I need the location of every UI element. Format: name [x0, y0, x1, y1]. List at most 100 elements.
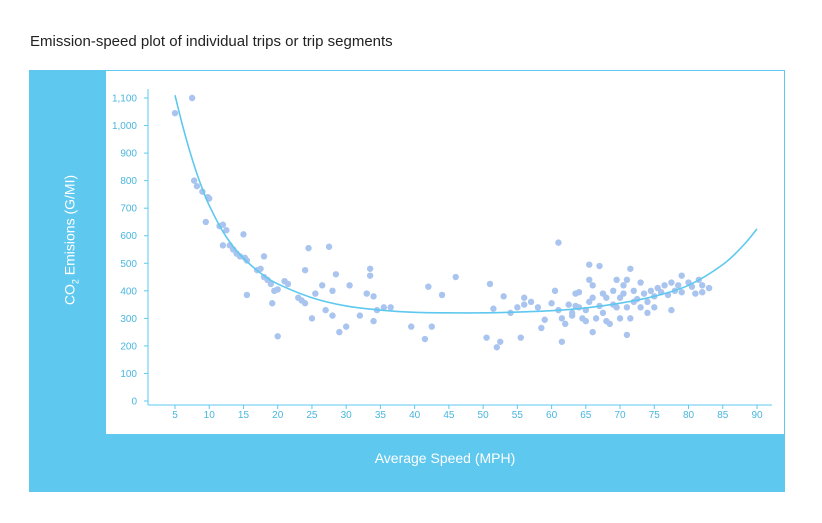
y-tick-label: 100 [120, 369, 137, 380]
data-point [305, 244, 312, 252]
data-point [538, 324, 545, 332]
data-point [613, 276, 620, 283]
data-point [267, 280, 275, 288]
data-point [500, 293, 507, 300]
chart-title: Emission-speed plot of individual trips … [30, 33, 393, 50]
data-point [558, 315, 566, 322]
x-tick-label: 10 [204, 410, 216, 421]
x-tick-label: 35 [375, 410, 387, 421]
data-point [342, 323, 350, 330]
data-point [637, 304, 644, 311]
y-tick-label: 200 [120, 341, 137, 352]
data-point [370, 293, 377, 300]
data-point [274, 286, 281, 293]
data-point [325, 243, 333, 250]
data-point [284, 280, 292, 288]
data-point [678, 288, 685, 296]
data-point [558, 338, 566, 345]
data-point [188, 94, 196, 102]
data-point [257, 265, 264, 272]
data-point [692, 290, 699, 297]
x-tick-label: 75 [649, 410, 661, 421]
data-point [661, 282, 668, 289]
data-point [541, 316, 548, 323]
data-point [623, 331, 631, 339]
x-tick-label: 80 [683, 410, 695, 421]
data-point [592, 315, 600, 322]
data-point [521, 301, 528, 308]
data-point [363, 290, 370, 297]
data-point [332, 271, 340, 278]
data-point [613, 304, 620, 311]
data-point [623, 304, 631, 311]
data-point [582, 317, 590, 325]
data-point [219, 221, 227, 228]
data-point [301, 300, 309, 307]
data-point [380, 304, 388, 311]
data-point [668, 279, 675, 286]
data-point [527, 298, 535, 306]
data-point [514, 304, 521, 311]
y-tick-label: 500 [120, 259, 137, 270]
data-point [301, 266, 309, 274]
x-tick-label: 15 [238, 410, 250, 421]
data-point [346, 282, 353, 289]
data-point [452, 273, 459, 281]
data-point [223, 227, 230, 234]
plot-panel [106, 71, 784, 434]
data-point [490, 305, 497, 312]
data-point [236, 253, 244, 260]
data-point [329, 312, 336, 319]
x-tick-label: 45 [443, 410, 455, 421]
y-tick-label: 400 [120, 286, 137, 297]
data-point [668, 306, 675, 314]
x-tick-label: 5 [172, 410, 178, 421]
data-point [497, 338, 504, 345]
data-point [644, 309, 651, 317]
data-point [190, 177, 198, 184]
data-point [640, 290, 648, 297]
data-point [329, 287, 336, 295]
data-point [699, 282, 706, 289]
data-point [637, 279, 644, 286]
data-point [586, 276, 593, 283]
data-point [599, 309, 607, 317]
data-point [193, 182, 201, 190]
data-point [596, 262, 603, 270]
y-axis-ticks: 0 100 200 300 400 500 600 700 800 900 1,000 1,100 [112, 94, 148, 408]
y-tick-label: 1,100 [112, 94, 137, 105]
data-point [606, 320, 613, 328]
data-point [699, 288, 706, 296]
x-tick-label: 65 [580, 410, 592, 421]
data-point [589, 294, 596, 301]
data-point [260, 253, 268, 260]
data-point [240, 231, 247, 238]
y-tick-label: 800 [120, 176, 137, 187]
data-point [308, 315, 316, 322]
x-tick-label: 40 [409, 410, 421, 421]
x-tick-label: 20 [272, 410, 284, 421]
data-point [493, 344, 501, 351]
data-point [274, 333, 281, 340]
x-axis-label: Average Speed (MPH) [374, 450, 516, 466]
data-point [366, 265, 374, 272]
data-point [675, 282, 682, 289]
data-point [627, 315, 634, 322]
data-point [438, 291, 446, 299]
data-point [603, 294, 610, 301]
data-point [521, 294, 528, 301]
data-point [623, 276, 631, 283]
data-point [486, 280, 494, 288]
data-point [678, 272, 685, 279]
y-tick-label: 300 [120, 314, 137, 325]
x-axis-label-wrap: Average Speed (MPH) [106, 0, 784, 523]
data-point [651, 304, 658, 311]
data-point [616, 315, 624, 322]
data-point [586, 261, 593, 268]
data-point [517, 334, 524, 341]
data-point [336, 328, 343, 336]
data-point [269, 300, 276, 307]
data-point [421, 335, 429, 343]
data-point [620, 290, 627, 297]
x-axis-ticks: 5 10 15 20 25 30 35 40 45 50 55 60 65 70 75 80 85 90 [172, 405, 763, 421]
